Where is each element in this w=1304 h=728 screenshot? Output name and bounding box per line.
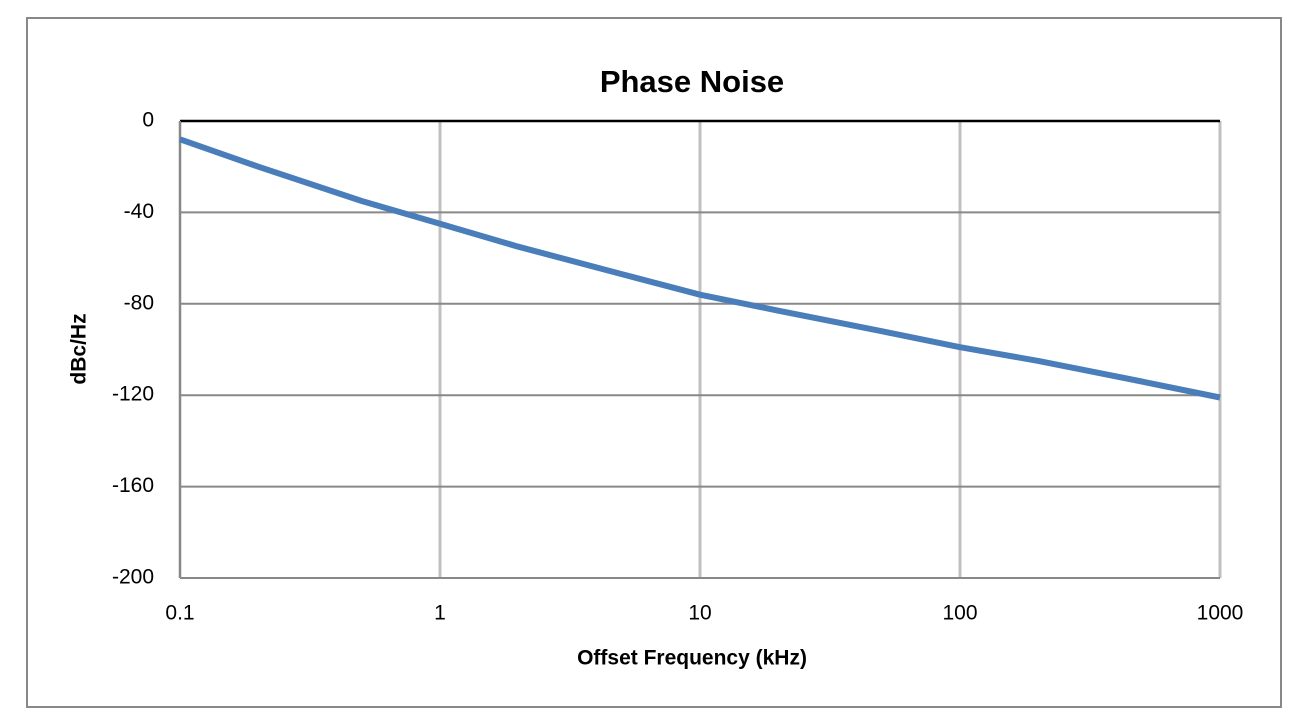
- y-axis-label: dBc/Hz: [68, 313, 91, 384]
- y-tick-label: -120: [112, 383, 154, 406]
- y-tick-label: 0: [142, 109, 154, 132]
- chart-frame: [26, 17, 1282, 708]
- x-tick-label: 100: [942, 602, 977, 625]
- y-tick-label: -160: [112, 474, 154, 497]
- x-tick-label: 1: [434, 602, 446, 625]
- y-tick-label: -40: [124, 200, 154, 223]
- y-tick-label: -200: [112, 566, 154, 589]
- x-tick-label: 1000: [1197, 602, 1244, 625]
- y-tick-label: -80: [124, 291, 154, 314]
- x-tick-label: 10: [688, 602, 711, 625]
- x-axis-label: Offset Frequency (kHz): [577, 647, 807, 670]
- chart-title: Phase Noise: [600, 64, 784, 99]
- x-tick-label: 0.1: [165, 602, 194, 625]
- data-line: [179, 136, 1221, 401]
